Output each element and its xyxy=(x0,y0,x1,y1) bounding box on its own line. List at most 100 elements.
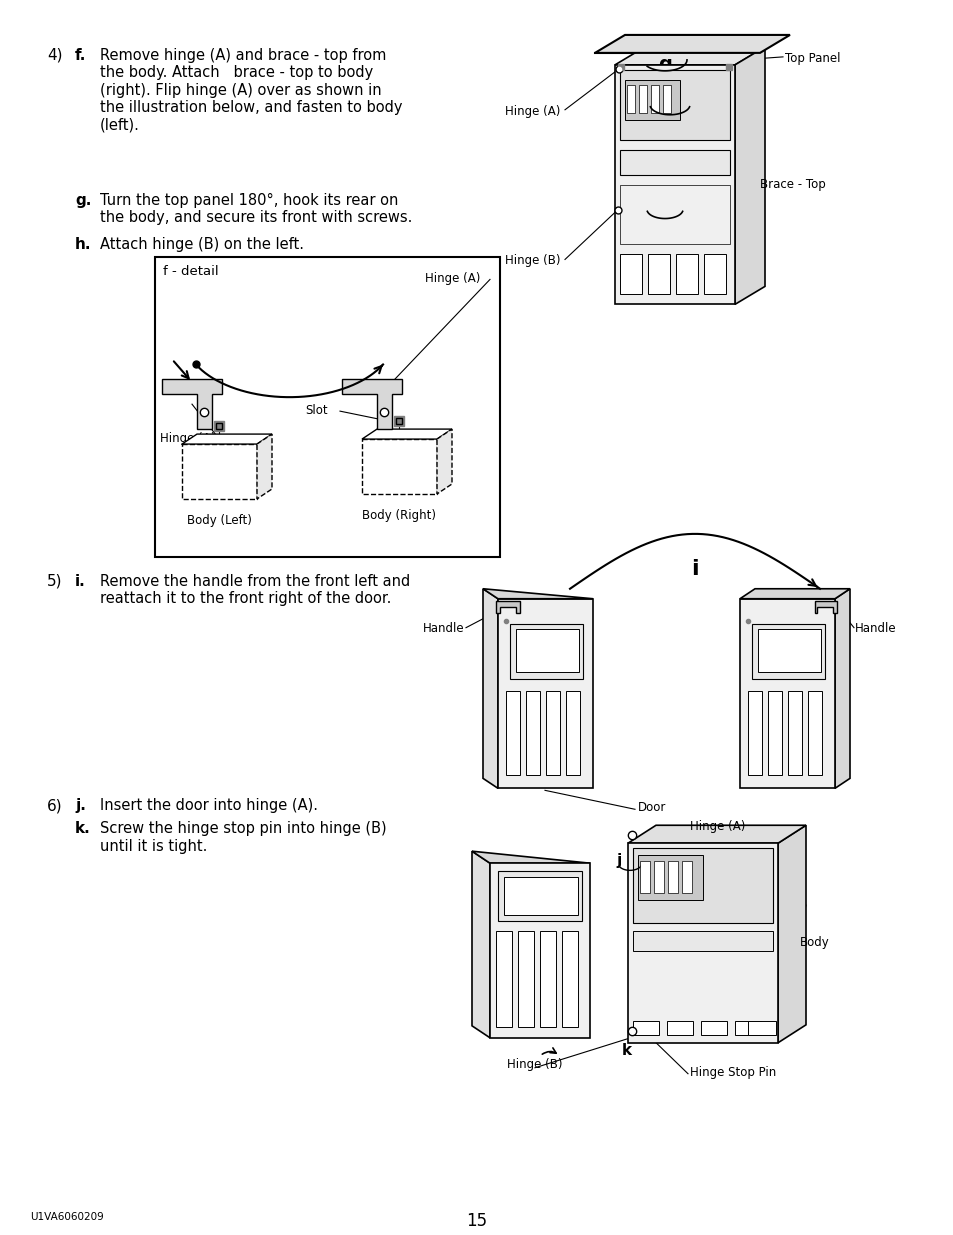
Text: Screw the hinge stop pin into hinge (B)
until it is tight.: Screw the hinge stop pin into hinge (B) … xyxy=(100,821,386,853)
Text: Hinge (B): Hinge (B) xyxy=(507,1057,562,1071)
Bar xyxy=(619,254,641,294)
Bar xyxy=(647,254,669,294)
Text: Door: Door xyxy=(638,802,666,814)
Text: Brace - Top: Brace - Top xyxy=(760,178,825,190)
Text: Front: Front xyxy=(535,595,564,609)
Text: Hinge (A): Hinge (A) xyxy=(160,432,215,445)
Bar xyxy=(565,690,579,776)
Bar xyxy=(627,844,778,1042)
Text: f.: f. xyxy=(75,48,87,63)
Text: Attach hinge (B) on the left.: Attach hinge (B) on the left. xyxy=(100,237,304,252)
Text: i: i xyxy=(691,558,699,579)
Bar xyxy=(517,931,534,1026)
Text: Hinge (B): Hinge (B) xyxy=(504,254,560,268)
Text: Remove the handle from the front left and
reattach it to the front right of the : Remove the handle from the front left an… xyxy=(100,574,410,606)
Bar xyxy=(633,931,772,951)
Polygon shape xyxy=(778,825,805,1042)
Text: Hinge (A): Hinge (A) xyxy=(504,105,559,117)
Polygon shape xyxy=(256,433,272,499)
Bar xyxy=(650,85,659,112)
Bar xyxy=(539,931,556,1026)
Text: j.: j. xyxy=(75,798,86,814)
Text: k.: k. xyxy=(75,821,91,836)
Polygon shape xyxy=(472,851,490,1037)
Bar xyxy=(497,871,581,921)
Bar xyxy=(747,690,761,776)
Bar xyxy=(734,1021,760,1035)
Bar xyxy=(497,599,593,788)
Text: 4): 4) xyxy=(47,48,63,63)
Bar xyxy=(490,863,589,1037)
Text: Handle: Handle xyxy=(854,621,896,635)
Polygon shape xyxy=(516,629,578,672)
Text: j: j xyxy=(616,853,620,868)
Bar xyxy=(638,855,702,900)
Bar xyxy=(361,440,436,494)
Bar xyxy=(654,861,663,893)
Bar xyxy=(681,861,691,893)
Bar xyxy=(807,690,821,776)
Bar xyxy=(787,690,801,776)
Text: Slot: Slot xyxy=(305,404,327,417)
Text: g.: g. xyxy=(75,193,91,207)
Bar xyxy=(639,85,646,112)
Text: i.: i. xyxy=(75,574,86,589)
Bar xyxy=(703,254,725,294)
Polygon shape xyxy=(482,589,497,788)
Polygon shape xyxy=(615,47,764,65)
Polygon shape xyxy=(734,47,764,304)
Text: 5): 5) xyxy=(47,574,63,589)
Bar xyxy=(510,624,582,678)
Polygon shape xyxy=(436,429,452,494)
Bar xyxy=(700,1021,726,1035)
Polygon shape xyxy=(182,433,272,445)
Text: Remove hinge (A) and brace - top from
the body. Attach   brace - top to body
(ri: Remove hinge (A) and brace - top from th… xyxy=(100,48,402,132)
Bar xyxy=(767,690,781,776)
Bar xyxy=(633,1021,659,1035)
Bar xyxy=(561,931,578,1026)
Bar xyxy=(615,65,734,304)
Polygon shape xyxy=(627,825,805,844)
Polygon shape xyxy=(341,379,401,429)
Text: k: k xyxy=(621,1042,632,1058)
Bar xyxy=(624,80,679,120)
Polygon shape xyxy=(740,589,849,599)
Text: Hinge (A): Hinge (A) xyxy=(689,820,744,834)
Bar xyxy=(619,70,729,140)
Bar xyxy=(496,931,512,1026)
Bar xyxy=(662,85,670,112)
Polygon shape xyxy=(595,35,789,53)
Bar xyxy=(633,848,772,923)
Text: Door: Door xyxy=(493,858,520,871)
Text: Top Panel: Top Panel xyxy=(784,52,840,65)
Polygon shape xyxy=(162,379,222,429)
Polygon shape xyxy=(472,851,589,863)
Polygon shape xyxy=(503,877,578,915)
Bar xyxy=(525,690,539,776)
Text: f - detail: f - detail xyxy=(163,266,218,278)
Bar xyxy=(619,184,729,245)
Polygon shape xyxy=(758,629,821,672)
Bar xyxy=(154,257,499,557)
Bar xyxy=(626,85,635,112)
Text: h: h xyxy=(658,195,671,214)
Text: 15: 15 xyxy=(466,1213,487,1230)
Text: g: g xyxy=(658,54,671,74)
Text: Body (Right): Body (Right) xyxy=(361,509,436,522)
Polygon shape xyxy=(482,589,593,599)
Bar xyxy=(545,690,559,776)
Polygon shape xyxy=(814,600,836,613)
Text: Insert the door into hinge (A).: Insert the door into hinge (A). xyxy=(100,798,317,814)
Text: h.: h. xyxy=(75,237,91,252)
Text: Turn the top panel 180°, hook its rear on
the body, and secure its front with sc: Turn the top panel 180°, hook its rear o… xyxy=(100,193,412,225)
Bar xyxy=(676,254,698,294)
Bar xyxy=(182,445,256,499)
Bar xyxy=(740,599,834,788)
Text: Hinge (A): Hinge (A) xyxy=(424,273,480,285)
Text: Body (Left): Body (Left) xyxy=(187,514,252,527)
Bar xyxy=(667,861,678,893)
Text: Front: Front xyxy=(777,595,806,609)
Bar xyxy=(639,861,649,893)
Text: f: f xyxy=(665,93,673,111)
Text: Body: Body xyxy=(800,936,829,948)
